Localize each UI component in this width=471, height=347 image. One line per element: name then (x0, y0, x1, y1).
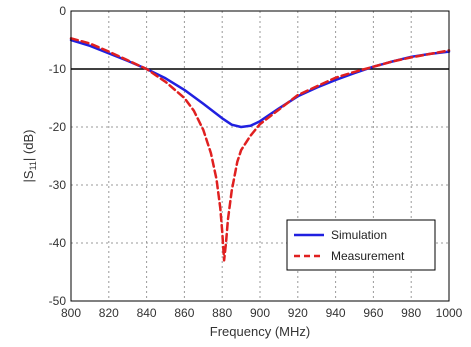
y-tick-label: -20 (49, 120, 67, 134)
y-axis-label-sub: 11 (28, 161, 38, 170)
y-tick-label: -10 (49, 62, 67, 76)
x-tick-label: 960 (363, 306, 383, 320)
x-tick-label: 800 (61, 306, 81, 320)
legend-box (286, 219, 436, 271)
y-tick-label: -40 (49, 236, 67, 250)
series-line-measurement (69, 37, 451, 262)
x-tick-label: 820 (99, 306, 119, 320)
x-tick-label: 880 (212, 306, 232, 320)
x-tick-label: 1000 (436, 306, 463, 320)
x-tick-label: 860 (174, 306, 194, 320)
y-tick-label: -50 (49, 294, 67, 308)
legend-label-simulation: Simulation (331, 228, 387, 242)
x-axis-label: Frequency (MHz) (210, 324, 310, 339)
y-tick-label: 0 (59, 4, 66, 18)
y-tick-label: -30 (49, 178, 67, 192)
x-tick-label: 940 (326, 306, 346, 320)
x-tick-label: 900 (250, 306, 270, 320)
y-axis-label: |S11| (dB) (21, 130, 38, 183)
x-tick-label: 920 (288, 306, 308, 320)
plot-frame (70, 10, 450, 302)
legend-label-measurement: Measurement (331, 249, 405, 263)
y-axis-label-tail: | (dB) (21, 130, 36, 162)
y-tick-labels: 0 -10 -20 -30 -40 -50 (49, 4, 67, 308)
x-tick-labels: 800 820 840 860 880 900 920 940 960 980 1000 (61, 306, 463, 320)
series-group (69, 37, 451, 262)
y-axis-label-main: |S (21, 170, 36, 182)
legend: Simulation Measurement (286, 219, 436, 271)
x-tick-label: 980 (401, 306, 421, 320)
x-tick-label: 840 (137, 306, 157, 320)
